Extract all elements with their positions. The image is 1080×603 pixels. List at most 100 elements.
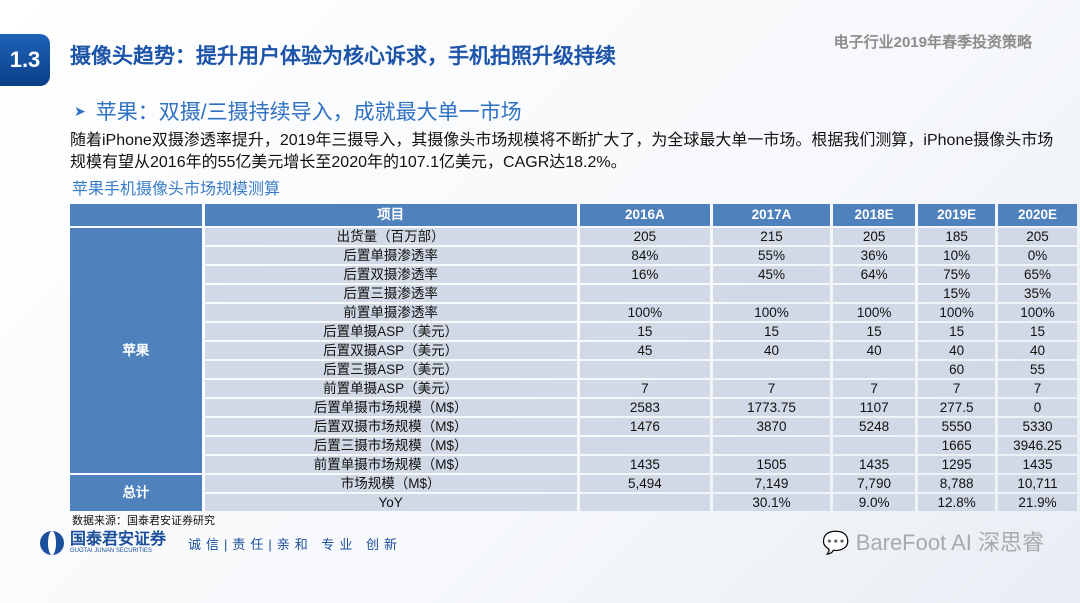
column-header: 2019E xyxy=(918,204,995,226)
table-cell: 8,788 xyxy=(918,475,995,492)
company-name: 国泰君安证券 xyxy=(70,531,167,548)
table-cell: 40 xyxy=(713,342,830,359)
row-group-label: 苹果 xyxy=(70,228,202,473)
table-cell: 100% xyxy=(579,304,711,321)
table-cell: 7 xyxy=(579,380,711,397)
row-label: 出货量（百万部） xyxy=(204,228,577,245)
table-cell: 9.0% xyxy=(832,494,916,511)
table-cell xyxy=(713,361,830,378)
wechat-icon: 💬 xyxy=(822,530,850,555)
table-cell: 7 xyxy=(918,380,995,397)
table-cell: 84% xyxy=(579,247,711,264)
header-blank xyxy=(70,204,202,226)
table-cell: 55 xyxy=(997,361,1077,378)
row-label: 前置单摄渗透率 xyxy=(204,304,577,321)
table-cell: 5550 xyxy=(918,418,995,435)
table-cell: 205 xyxy=(832,228,916,245)
table-cell: 0 xyxy=(997,399,1077,416)
footer: 国泰君安证券 GUOTAI JUNAN SECURITIES 诚信|责任|亲和 专… xyxy=(40,530,1044,556)
table-row: 后置三摄市场规模（M$） 1665 3946.25 xyxy=(70,437,1077,454)
company-logo: 国泰君安证券 GUOTAI JUNAN SECURITIES 诚信|责任|亲和 专… xyxy=(40,531,402,555)
table-cell: 10,711 xyxy=(997,475,1077,492)
table-cell: 1773.75 xyxy=(713,399,830,416)
table-row: 后置单摄渗透率 84% 55% 36% 10% 0% xyxy=(70,247,1077,264)
table-cell: 100% xyxy=(713,304,830,321)
table-row: 后置双摄ASP（美元） 45 40 40 40 40 xyxy=(70,342,1077,359)
column-header: 项目 xyxy=(204,204,577,226)
section-number: 1.3 xyxy=(0,34,50,86)
data-source: 数据来源：国泰君安证券研究 xyxy=(72,515,215,527)
table-cell: 205 xyxy=(579,228,711,245)
watermark: 💬 BareFoot AI 深思睿 xyxy=(822,530,1044,556)
row-label: 后置双摄ASP（美元） xyxy=(204,342,577,359)
column-header: 2017A xyxy=(713,204,830,226)
table-cell: 1505 xyxy=(713,456,830,473)
table-row: 前置单摄ASP（美元） 7 7 7 7 7 xyxy=(70,380,1077,397)
table-cell: 3946.25 xyxy=(997,437,1077,454)
row-label: YoY xyxy=(204,494,577,511)
table-cell: 75% xyxy=(918,266,995,283)
table-cell: 35% xyxy=(997,285,1077,302)
table-cell: 205 xyxy=(997,228,1077,245)
table-cell: 7 xyxy=(997,380,1077,397)
logo-icon xyxy=(40,531,64,555)
table-cell: 1107 xyxy=(832,399,916,416)
market-size-table: 项目 2016A 2017A 2018E 2019E 2020E 苹果 出货量（百万部） 20… xyxy=(67,202,1080,513)
table-cell: 12.8% xyxy=(918,494,995,511)
column-header: 2018E xyxy=(832,204,916,226)
table-cell xyxy=(713,437,830,454)
table-cell: 15% xyxy=(918,285,995,302)
table-cell: 7 xyxy=(832,380,916,397)
table-cell: 2583 xyxy=(579,399,711,416)
row-label: 后置双摄市场规模（M$） xyxy=(204,418,577,435)
row-label: 后置三摄渗透率 xyxy=(204,285,577,302)
row-label: 后置三摄市场规模（M$） xyxy=(204,437,577,454)
table-row: 总计 市场规模（M$） 5,494 7,149 7,790 8,788 10,711 xyxy=(70,475,1077,511)
table-cell: 1435 xyxy=(579,456,711,473)
table-cell: 16% xyxy=(579,266,711,283)
table-cell: 5,494 xyxy=(579,475,711,492)
subtitle-text: 苹果：双摄/三摄持续导入，成就最大单一市场 xyxy=(95,101,522,124)
company-motto: 诚信|责任|亲和 专业 创新 xyxy=(188,536,402,552)
row-label: 后置单摄渗透率 xyxy=(204,247,577,264)
table-cell: 277.5 xyxy=(918,399,995,416)
page-title: 摄像头趋势：提升用户体验为核心诉求，手机拍照升级持续 xyxy=(70,45,616,68)
table-cell: 7 xyxy=(713,380,830,397)
table-cell: 15 xyxy=(579,323,711,340)
table-cell: 215 xyxy=(713,228,830,245)
body-paragraph: 随着iPhone双摄渗透率提升，2019年三摄导入，其摄像头市场规模将不断扩大了… xyxy=(70,132,1054,171)
arrow-bullet-icon: ➤ xyxy=(74,103,86,119)
row-label: 后置单摄市场规模（M$） xyxy=(204,399,577,416)
table-cell: 7,149 xyxy=(713,475,830,492)
table-cell xyxy=(579,285,711,302)
table-row: 后置双摄市场规模（M$） 1476 3870 5248 5550 5330 xyxy=(70,418,1077,435)
table-cell: 100% xyxy=(832,304,916,321)
table-cell: 21.9% xyxy=(997,494,1077,511)
table-cell: 30.1% xyxy=(713,494,830,511)
row-label: 前置单摄ASP（美元） xyxy=(204,380,577,397)
row-label: 后置三摄ASP（美元） xyxy=(204,361,577,378)
table-cell: 1476 xyxy=(579,418,711,435)
report-name: 电子行业2019年春季投资策略 xyxy=(833,34,1032,51)
subtitle: ➤ 苹果：双摄/三摄持续导入，成就最大单一市场 xyxy=(74,98,522,126)
table-cell xyxy=(579,437,711,454)
table-cell xyxy=(579,361,711,378)
table-cell: 64% xyxy=(832,266,916,283)
table-cell xyxy=(832,285,916,302)
table-row: 后置三摄渗透率 15% 35% xyxy=(70,285,1077,302)
table-cell: 45 xyxy=(579,342,711,359)
table-cell xyxy=(832,361,916,378)
table-cell: 1295 xyxy=(918,456,995,473)
table-row: 前置单摄市场规模（M$） 1435 1505 1435 1295 1435 xyxy=(70,456,1077,473)
table-cell: 0% xyxy=(997,247,1077,264)
table-cell: 55% xyxy=(713,247,830,264)
table-cell: 1435 xyxy=(997,456,1077,473)
row-label: 后置双摄渗透率 xyxy=(204,266,577,283)
table-cell: 36% xyxy=(832,247,916,264)
column-header: 2016A xyxy=(579,204,711,226)
table-cell xyxy=(713,285,830,302)
column-header: 2020E xyxy=(997,204,1077,226)
table-cell: 5330 xyxy=(997,418,1077,435)
table-cell: 15 xyxy=(918,323,995,340)
table-caption: 苹果手机摄像头市场规模测算 xyxy=(72,181,281,198)
